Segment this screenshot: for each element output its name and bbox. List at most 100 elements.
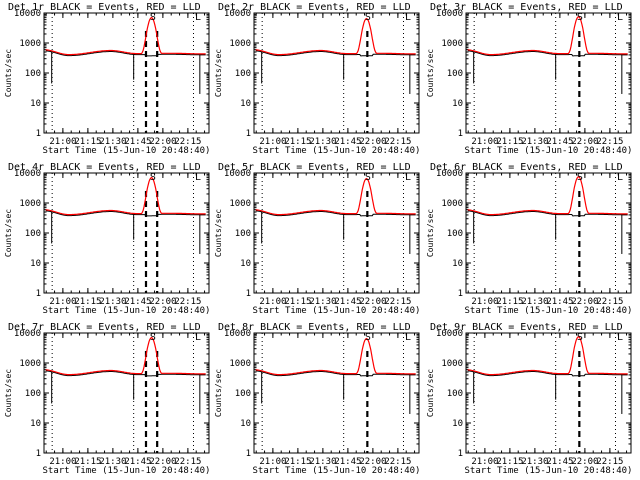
x-tick-label: 21:00 (49, 457, 76, 467)
corner-letter-l: L (405, 332, 411, 343)
y-tick-label: 10 (30, 419, 41, 429)
x-tick-label: 21:00 (259, 457, 286, 467)
x-tick-label: 21:15 (496, 457, 523, 467)
events-series-line (45, 50, 206, 57)
x-tick-label: 21:45 (334, 457, 361, 467)
x-tick-label: 21:00 (49, 297, 76, 307)
corner-letter-l: L (195, 332, 201, 343)
corner-letter-l: L (195, 172, 201, 183)
y-tick-label: 1 (458, 289, 463, 299)
x-tick-label: 21:15 (74, 457, 101, 467)
y-tick-label: 10000 (224, 169, 251, 179)
corner-letter-s: S (150, 12, 156, 23)
y-tick-label: 10000 (224, 329, 251, 339)
y-tick-label: 1 (36, 289, 41, 299)
x-tick-label: 22:15 (384, 297, 411, 307)
y-tick-label: 10 (240, 259, 251, 269)
detector-panel-4: Det 4r BLACK = Events, RED = LLD 1 10 100 10… (4, 162, 210, 316)
events-series-line (467, 370, 628, 377)
x-tick-label: 21:00 (49, 137, 76, 147)
y-tick-label: 10 (30, 259, 41, 269)
corner-letter-s: S (150, 332, 156, 343)
x-tick-label: 21:45 (124, 137, 151, 147)
plot-frame (43, 332, 210, 454)
corner-letter-s: S (150, 172, 156, 183)
plot-frame (253, 172, 420, 294)
x-tick-label: 22:00 (149, 297, 176, 307)
panel-title: Det 7r BLACK = Events, RED = LLD (8, 322, 201, 333)
y-axis-label: Counts/sec (214, 209, 223, 257)
x-tick-label: 21:30 (99, 457, 126, 467)
x-tick-label: 21:15 (496, 137, 523, 147)
events-series-line (255, 210, 416, 217)
lld-series-line (467, 335, 628, 376)
panel-title: Det 1r BLACK = Events, RED = LLD (8, 2, 201, 13)
x-tick-label: 22:00 (359, 297, 386, 307)
y-axis-label: Counts/sec (426, 209, 435, 257)
lld-series-line (45, 16, 206, 56)
x-axis-label: Start Time (15-Jun-10 20:48:40) (465, 466, 633, 476)
x-tick-label: 22:15 (174, 137, 201, 147)
corner-letter-l: L (195, 12, 201, 23)
y-tick-label: 1 (246, 129, 251, 139)
y-tick-label: 10000 (224, 9, 251, 19)
y-tick-label: 10 (240, 419, 251, 429)
x-tick-label: 21:00 (471, 457, 498, 467)
y-tick-label: 100 (235, 69, 251, 79)
x-axis-label: Start Time (15-Jun-10 20:48:40) (43, 306, 211, 316)
x-tick-label: 21:15 (284, 457, 311, 467)
y-axis-label: Counts/sec (4, 209, 13, 257)
y-tick-label: 1 (246, 449, 251, 459)
x-axis-label: Start Time (15-Jun-10 20:48:40) (43, 146, 211, 156)
x-tick-label: 22:00 (359, 137, 386, 147)
x-tick-label: 21:45 (546, 137, 573, 147)
events-series-line (255, 370, 416, 377)
detector-panel-7: Det 7r BLACK = Events, RED = LLD 1 10 100 10… (4, 322, 210, 476)
corner-letter-s: S (365, 12, 371, 23)
plot-frame (43, 12, 210, 134)
x-tick-label: 22:00 (571, 457, 598, 467)
detector-panel-9: Det 9r BLACK = Events, RED = LLD 1 10 100 10… (426, 322, 632, 476)
detector-panel-5: Det 5r BLACK = Events, RED = LLD 1 10 100 10… (214, 162, 420, 316)
x-tick-label: 21:00 (471, 297, 498, 307)
y-tick-label: 1 (36, 129, 41, 139)
panel-title: Det 9r BLACK = Events, RED = LLD (430, 322, 623, 333)
corner-letter-s: S (577, 172, 583, 183)
x-tick-label: 21:45 (334, 297, 361, 307)
events-series-line (45, 210, 206, 217)
x-tick-label: 22:15 (596, 457, 623, 467)
x-tick-label: 21:15 (74, 297, 101, 307)
detector-panel-2: Det 2r BLACK = Events, RED = LLD 1 10 100 10… (214, 2, 420, 156)
x-tick-label: 22:00 (149, 457, 176, 467)
x-tick-label: 22:00 (149, 137, 176, 147)
x-tick-label: 21:30 (521, 297, 548, 307)
y-tick-label: 10000 (436, 329, 463, 339)
y-axis-label: Counts/sec (214, 369, 223, 417)
y-tick-label: 100 (235, 389, 251, 399)
x-axis-label: Start Time (15-Jun-10 20:48:40) (253, 146, 421, 156)
y-tick-label: 1000 (19, 39, 41, 49)
panel-title: Det 2r BLACK = Events, RED = LLD (218, 2, 411, 13)
y-tick-label: 100 (25, 69, 41, 79)
panel-title: Det 3r BLACK = Events, RED = LLD (430, 2, 623, 13)
x-tick-label: 21:00 (259, 297, 286, 307)
lld-series-line (467, 175, 628, 216)
x-tick-label: 22:00 (571, 137, 598, 147)
y-tick-label: 1000 (441, 359, 463, 369)
x-tick-label: 22:15 (174, 457, 201, 467)
x-tick-label: 21:15 (284, 137, 311, 147)
y-tick-label: 10000 (14, 329, 41, 339)
lld-series-line (255, 17, 416, 56)
y-tick-label: 10 (452, 419, 463, 429)
y-tick-label: 1000 (441, 39, 463, 49)
x-tick-label: 21:30 (309, 137, 336, 147)
y-tick-label: 10 (452, 99, 463, 109)
plot-frame (43, 172, 210, 294)
y-tick-label: 100 (25, 229, 41, 239)
y-tick-label: 1 (246, 289, 251, 299)
y-tick-label: 100 (447, 229, 463, 239)
x-tick-label: 22:15 (596, 137, 623, 147)
x-tick-label: 21:30 (521, 457, 548, 467)
x-tick-label: 21:30 (309, 457, 336, 467)
